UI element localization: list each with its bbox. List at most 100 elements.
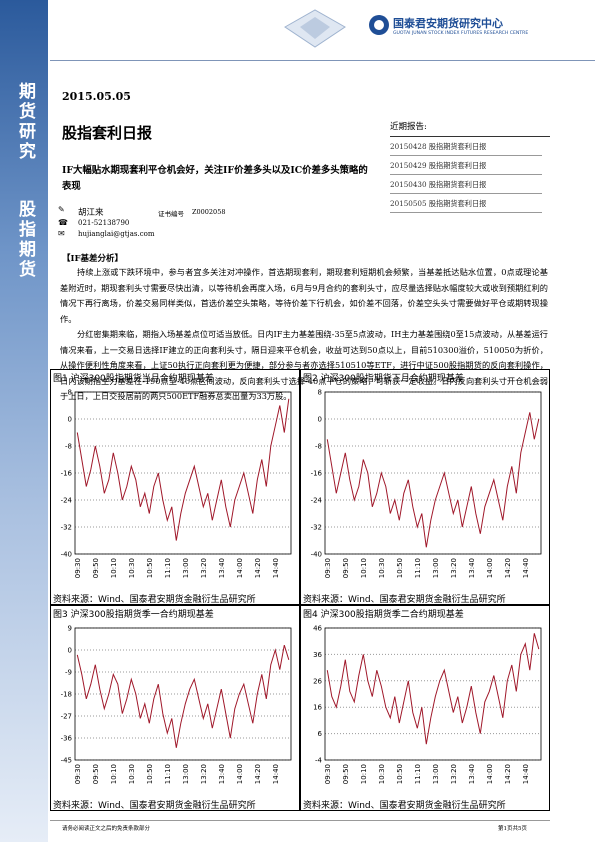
y-tick-label: 0	[68, 647, 72, 655]
x-tick-label: 13:00	[432, 558, 440, 578]
y-tick-label: -36	[61, 735, 73, 743]
x-tick-label: 09:50	[92, 558, 100, 578]
x-tick-label: 14:40	[272, 764, 280, 784]
x-tick-label: 11:10	[164, 764, 172, 784]
y-tick-label: 46	[313, 625, 322, 633]
chart-panel: 图1 沪深300股指期货当月合约期现基差 资料来源：Wind、国泰君安期货金融衍生…	[50, 369, 300, 605]
x-tick-label: 13:40	[218, 558, 226, 578]
phone-icon: ☎	[58, 218, 68, 227]
x-tick-label: 13:20	[200, 558, 208, 578]
date: 2015.05.05	[62, 90, 131, 103]
sidebar	[0, 0, 48, 842]
x-tick-label: 13:20	[450, 764, 458, 784]
recent-box: 近期报告: 20150428 股指期货套利日报 20150429 股指期货套利日…	[390, 120, 550, 213]
x-tick-label: 14:40	[522, 764, 530, 784]
y-tick-label: 36	[313, 651, 322, 659]
chart-source: 资料来源：Wind、国泰君安期货金融衍生品研究所	[303, 801, 506, 811]
mail-icon: ✉	[58, 229, 65, 238]
x-tick-label: 14:20	[254, 558, 262, 578]
plot-frame	[74, 627, 292, 761]
phone: 021-52138790	[78, 219, 130, 227]
logo-graphic	[284, 9, 346, 48]
x-tick-label: 14:00	[236, 764, 244, 784]
sidebar-bottom: 股指期货	[15, 200, 35, 280]
chart-source: 资料来源：Wind、国泰君安期货金融衍生品研究所	[53, 595, 256, 605]
x-tick-label: 13:40	[468, 764, 476, 784]
chart-panel: 图2 沪深300股指期货下月合约期现基差 资料来源：Wind、国泰君安期货金融衍生…	[300, 369, 550, 605]
paragraph: 分红密集期来临，期指入场基差点位可适当放低。日内IF主力基差围绕-35至5点波动…	[60, 329, 548, 401]
x-tick-label: 09:50	[342, 558, 350, 578]
x-tick-label: 10:30	[378, 764, 386, 784]
x-tick-label: 13:20	[450, 558, 458, 578]
x-tick-label: 10:30	[378, 558, 386, 578]
y-tick-label: -24	[61, 497, 73, 505]
y-tick-label: -9	[65, 669, 72, 677]
y-tick-label: -32	[311, 524, 322, 532]
x-tick-label: 10:10	[110, 558, 118, 578]
footer-left: 请务必阅读正文之后的免责条款部分	[62, 826, 151, 832]
header-rule	[50, 60, 595, 61]
x-tick-label: 10:10	[110, 764, 118, 784]
recent-item: 20150429 股指期货套利日报	[390, 156, 542, 175]
chart-panel: 图3 沪深300股指期货季一合约期现基差资料来源：Wind、国泰君安期货金融衍生…	[50, 605, 300, 811]
footer-rule	[50, 820, 550, 821]
x-tick-label: 11:10	[414, 558, 422, 578]
x-tick-label: 11:10	[164, 558, 172, 578]
x-tick-label: 09:50	[92, 764, 100, 784]
x-tick-label: 13:00	[182, 558, 190, 578]
author-name: 胡江来	[78, 208, 104, 218]
y-tick-label: -27	[61, 713, 72, 721]
x-tick-label: 09:30	[74, 558, 82, 578]
y-tick-label: -16	[311, 470, 323, 478]
x-tick-label: 10:10	[360, 558, 368, 578]
y-tick-label: 16	[313, 704, 322, 712]
y-tick-label: -24	[311, 497, 323, 505]
x-tick-label: 14:20	[504, 558, 512, 578]
x-tick-label: 14:20	[254, 764, 262, 784]
y-tick-label: -40	[61, 551, 72, 559]
recent-item: 20150505 股指期货套利日报	[390, 194, 542, 213]
y-tick-label: 8	[318, 389, 322, 397]
chart-title: 图2 沪深300股指期货下月合约期现基差	[303, 374, 464, 384]
org-en: GUOTAI JUNAN STOCK INDEX FUTURES RESEARC…	[393, 31, 529, 36]
y-tick-label: 0	[68, 416, 72, 424]
x-tick-label: 10:10	[360, 764, 368, 784]
footer-right: 第1页共5页	[498, 826, 527, 832]
body: 持续上涨或下跌环境中，参与者宜多关注对冲操作，首选期现套利，期现套利短期机会频繁…	[60, 265, 548, 405]
pen-icon: ✎	[58, 205, 65, 214]
chart-grid: 图1 沪深300股指期货当月合约期现基差 资料来源：Wind、国泰君安期货金融衍生…	[50, 369, 550, 811]
x-tick-label: 13:00	[432, 764, 440, 784]
chart-title: 图3 沪深300股指期货季一合约期现基差	[53, 610, 214, 620]
chart-source: 资料来源：Wind、国泰君安期货金融衍生品研究所	[53, 801, 256, 811]
logo-icon	[369, 15, 389, 35]
y-tick-label: -40	[311, 551, 322, 559]
x-tick-label: 09:30	[324, 558, 332, 578]
recent-item: 20150428 股指期货套利日报	[390, 137, 542, 156]
y-tick-label: 26	[313, 677, 322, 685]
x-tick-label: 13:40	[218, 764, 226, 784]
x-tick-label: 10:50	[146, 558, 154, 578]
plot-frame	[324, 391, 542, 555]
chart-panel: 图4 沪深300股指期货季二合约期现基差 资料来源：Wind、国泰君安期货金融衍生…	[300, 605, 550, 811]
x-tick-label: 09:30	[74, 764, 82, 784]
x-tick-label: 14:00	[486, 558, 494, 578]
y-tick-label: 6	[318, 730, 323, 738]
recent-title: 近期报告:	[390, 120, 550, 137]
cert: Z0002058	[192, 208, 226, 216]
y-tick-label: -18	[61, 691, 72, 699]
x-tick-label: 14:40	[272, 558, 280, 578]
series-line	[326, 633, 540, 745]
series-line	[76, 644, 290, 748]
x-tick-label: 14:00	[486, 764, 494, 784]
y-tick-label: -16	[61, 470, 73, 478]
x-tick-label: 09:30	[324, 764, 332, 784]
cert-label: 证书编号	[158, 210, 184, 218]
x-tick-label: 14:40	[522, 558, 530, 578]
x-tick-label: 10:30	[128, 558, 136, 578]
x-tick-label: 10:30	[128, 764, 136, 784]
section-title: 【IF基差分析】	[62, 254, 124, 264]
recent-item: 20150430 股指期货套利日报	[390, 175, 542, 194]
